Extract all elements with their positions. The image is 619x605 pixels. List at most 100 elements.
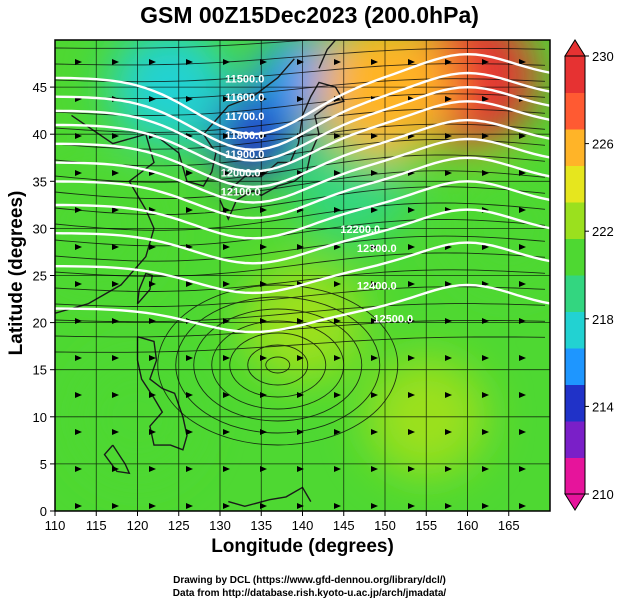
wind-arrow: [223, 133, 230, 139]
colorbar-top-arrow: [564, 39, 586, 57]
wind-arrow: [297, 355, 304, 361]
wind-arrow: [482, 355, 489, 361]
x-tick-label: 130: [209, 518, 231, 533]
wind-arrow: [371, 318, 378, 324]
wind-arrow: [75, 59, 82, 65]
wind-arrow: [482, 133, 489, 139]
streamline: [55, 154, 546, 183]
wind-arrow: [519, 207, 526, 213]
wind-arrow: [445, 170, 452, 176]
streamline: [55, 47, 546, 66]
wind-arrow: [75, 466, 82, 472]
streamline: [55, 303, 546, 323]
wind-arrow: [334, 244, 341, 250]
wind-arrow: [371, 355, 378, 361]
wind-arrow: [260, 392, 267, 398]
wind-arrow: [334, 392, 341, 398]
height-contour: [55, 156, 550, 220]
wind-arrow: [482, 170, 489, 176]
wind-arrow: [334, 466, 341, 472]
wind-arrow: [408, 466, 415, 472]
y-tick-label: 25: [33, 269, 47, 284]
colorbar-segment: [565, 348, 585, 385]
y-tick-label: 35: [33, 174, 47, 189]
x-tick-label: 155: [415, 518, 437, 533]
coastline-path: [136, 336, 188, 451]
wind-arrow: [371, 429, 378, 435]
height-contour: [55, 137, 550, 204]
contour-label: 11700.0: [225, 111, 264, 123]
streamline: [55, 269, 546, 292]
wind-arrow: [519, 170, 526, 176]
colorbar-tick-label: 230: [592, 49, 614, 64]
x-tick-label: 110: [45, 518, 66, 533]
height-contour: [55, 241, 550, 295]
wind-arrow: [186, 207, 193, 213]
wind-arrow: [297, 244, 304, 250]
wind-arrow: [149, 392, 156, 398]
height-contour: [55, 71, 550, 151]
colorbar-segment: [565, 384, 585, 422]
contour-label: 12000.0: [221, 168, 261, 180]
colorbar-tick-label: 226: [592, 137, 614, 152]
colorbar-tick-label: 210: [592, 487, 614, 502]
wind-arrow: [334, 429, 341, 435]
contour-labels: 11500.0 11600.0 11700.0 11800.0 11900.0 12000…: [221, 73, 413, 325]
wind-arrow: [482, 503, 489, 509]
wind-arrow: [260, 355, 267, 361]
streamline: [55, 63, 546, 83]
wind-arrow: [260, 207, 267, 213]
y-tick-label: 30: [33, 221, 47, 236]
contour-label: 12100.0: [221, 186, 261, 198]
wind-arrow: [112, 170, 119, 176]
y-tick-label: 15: [33, 363, 47, 378]
wind-arrow: [112, 318, 119, 324]
contour-label: 11500.0: [225, 73, 264, 85]
contour-label: 12400.0: [357, 281, 397, 293]
x-tick-label: 140: [292, 518, 314, 533]
coastlines: [55, 40, 345, 508]
colorbar-frame: [564, 55, 586, 495]
wind-arrow: [371, 392, 378, 398]
wind-arrow: [482, 392, 489, 398]
wind-arrow: [149, 244, 156, 250]
wind-arrow: [371, 170, 378, 176]
wind-arrow: [519, 429, 526, 435]
wind-arrow: [260, 466, 267, 472]
coastline-path: [136, 272, 154, 305]
wind-arrow: [260, 96, 267, 102]
wind-arrow: [482, 59, 489, 65]
wind-arrow: [297, 318, 304, 324]
colorbar-segment: [565, 311, 585, 349]
coastline-path: [318, 40, 337, 69]
streamline: [55, 93, 546, 116]
streamline: [55, 78, 546, 100]
streamline-swirl: [229, 332, 327, 398]
wind-arrow: [334, 281, 341, 287]
wind-arrow: [297, 96, 304, 102]
colorbar-tick-label: 218: [592, 312, 614, 327]
coastline-path: [228, 486, 312, 508]
coastline-path: [153, 105, 229, 187]
wind-arrow: [519, 318, 526, 324]
wind-arrow: [75, 281, 82, 287]
wind-arrow: [112, 355, 119, 361]
x-axis-label: Longitude (degrees): [211, 536, 394, 557]
wind-arrow: [334, 318, 341, 324]
wind-arrow: [223, 244, 230, 250]
height-contour: [55, 118, 550, 189]
wind-arrow: [149, 96, 156, 102]
wind-arrow: [186, 466, 193, 472]
wind-arrow: [223, 59, 230, 65]
height-contours: [55, 52, 550, 334]
y-tick-label: 5: [40, 457, 47, 472]
wind-arrow: [519, 392, 526, 398]
wind-arrow: [186, 429, 193, 435]
wind-arrow: [223, 281, 230, 287]
wind-arrow: [297, 59, 304, 65]
wind-arrow: [408, 392, 415, 398]
wind-arrow: [371, 133, 378, 139]
colorbar-bottom-arrow: [564, 493, 586, 511]
wind-arrow: [408, 355, 415, 361]
